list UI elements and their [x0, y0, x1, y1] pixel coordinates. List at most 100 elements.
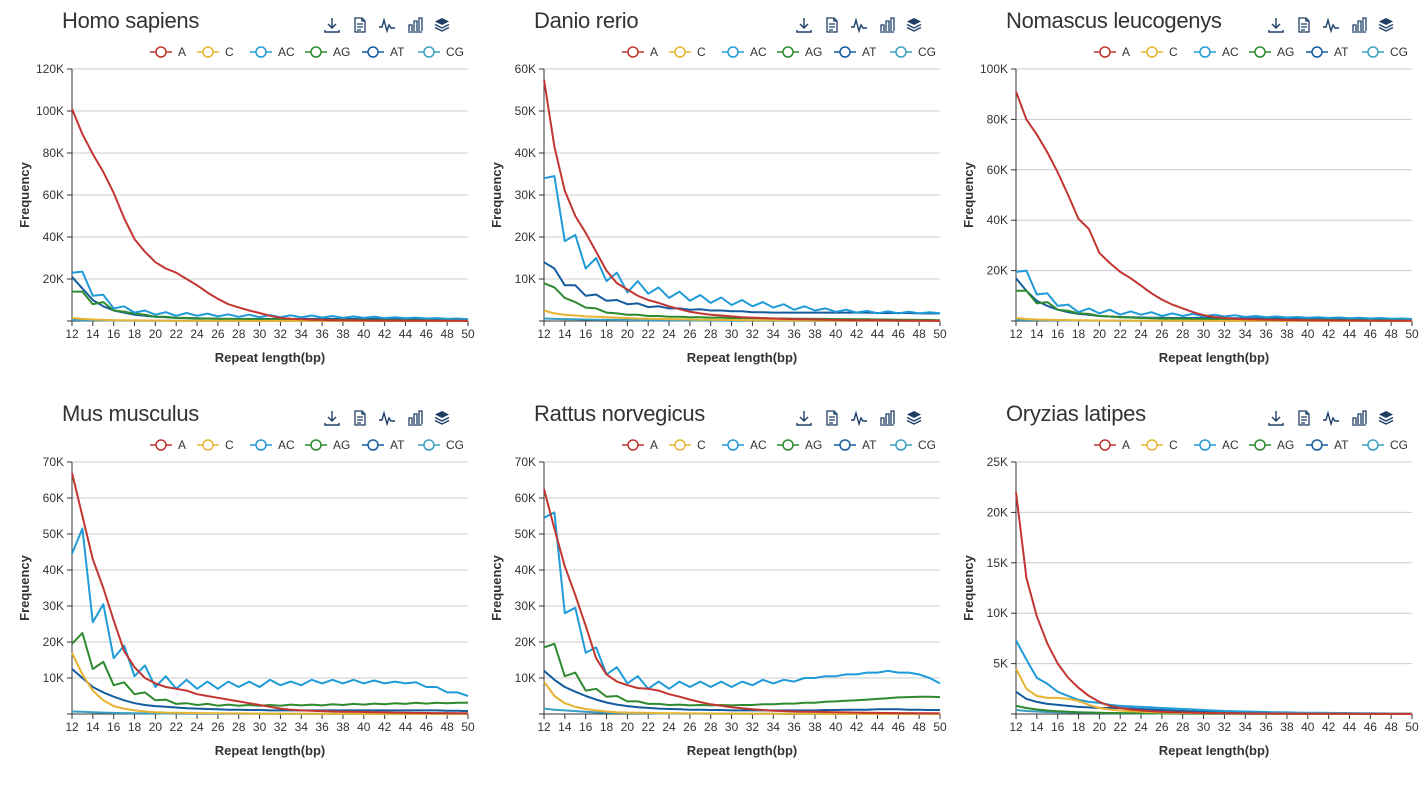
- x-tick-label: 32: [746, 327, 760, 341]
- legend-label: A: [1122, 45, 1130, 59]
- legend-item-ag[interactable]: AG: [777, 45, 822, 59]
- y-axis-title: Frequency: [489, 161, 504, 228]
- chart-panel: Nomascus leucogenys 20K 40K 60K 80K 100K 12 14 1…: [944, 0, 1416, 393]
- x-tick-label: 14: [86, 720, 100, 734]
- legend-item-ac[interactable]: AC: [250, 438, 295, 452]
- y-tick-label: 50K: [515, 104, 536, 118]
- x-tick-label: 38: [1280, 327, 1294, 341]
- legend-item-ag[interactable]: AG: [305, 45, 350, 59]
- x-tick-label: 24: [662, 720, 676, 734]
- x-tick-label: 18: [128, 720, 142, 734]
- y-tick-label: 70K: [43, 455, 64, 469]
- x-tick-label: 14: [558, 327, 572, 341]
- y-tick-label: 70K: [515, 455, 536, 469]
- x-axis-title: Repeat length(bp): [1159, 350, 1270, 365]
- legend-item-ac[interactable]: AC: [722, 438, 767, 452]
- x-tick-label: 46: [420, 327, 434, 341]
- legend-item-ag[interactable]: AG: [305, 438, 350, 452]
- y-tick-label: 25K: [987, 455, 1008, 469]
- series-line-ag[interactable]: [544, 644, 940, 706]
- legend-item-ac[interactable]: AC: [1194, 45, 1239, 59]
- legend-item-ag[interactable]: AG: [1249, 438, 1294, 452]
- series-line-ag[interactable]: [544, 283, 940, 320]
- series-line-a[interactable]: [72, 473, 468, 714]
- legend-label: A: [1122, 438, 1130, 452]
- series-line-a[interactable]: [1016, 92, 1412, 321]
- legend-item-ac[interactable]: AC: [250, 45, 295, 59]
- series-line-at[interactable]: [544, 262, 940, 313]
- y-tick-label: 50K: [515, 527, 536, 541]
- x-tick-label: 46: [1364, 720, 1378, 734]
- y-tick-label: 10K: [987, 606, 1008, 620]
- legend-marker: [1147, 440, 1157, 450]
- series-line-ac[interactable]: [1016, 640, 1412, 713]
- y-tick-label: 40K: [515, 146, 536, 160]
- series-line-a[interactable]: [72, 109, 468, 321]
- legend-item-c[interactable]: C: [1141, 438, 1178, 452]
- series-line-a[interactable]: [544, 80, 940, 321]
- legend-item-c[interactable]: C: [669, 438, 706, 452]
- y-tick-label: 100K: [980, 62, 1008, 76]
- legend-item-at[interactable]: AT: [834, 45, 877, 59]
- legend-item-a[interactable]: A: [1094, 438, 1130, 452]
- series-line-a[interactable]: [544, 489, 940, 713]
- legend-label: AG: [1277, 45, 1294, 59]
- y-axis-title: Frequency: [17, 554, 32, 621]
- legend-item-at[interactable]: AT: [1306, 438, 1349, 452]
- legend-label: AT: [1334, 45, 1349, 59]
- legend-item-cg[interactable]: CG: [418, 438, 464, 452]
- x-tick-label: 34: [295, 720, 309, 734]
- x-tick-label: 36: [1259, 720, 1273, 734]
- legend-item-a[interactable]: A: [1094, 45, 1130, 59]
- legend-item-cg[interactable]: CG: [1362, 438, 1408, 452]
- legend-item-c[interactable]: C: [197, 45, 234, 59]
- legend-item-cg[interactable]: CG: [890, 45, 936, 59]
- x-tick-label: 38: [1280, 720, 1294, 734]
- legend-item-c[interactable]: C: [197, 438, 234, 452]
- y-tick-label: 20K: [43, 272, 64, 286]
- legend-label: AT: [390, 438, 405, 452]
- x-tick-label: 48: [1384, 327, 1398, 341]
- legend-marker: [1100, 440, 1110, 450]
- legend-item-cg[interactable]: CG: [1362, 45, 1408, 59]
- legend-item-at[interactable]: AT: [1306, 45, 1349, 59]
- legend-item-ag[interactable]: AG: [777, 438, 822, 452]
- legend-label: CG: [918, 438, 936, 452]
- legend-label: A: [650, 45, 658, 59]
- legend-item-a[interactable]: A: [622, 45, 658, 59]
- legend-marker: [1200, 47, 1210, 57]
- legend-item-cg[interactable]: CG: [418, 45, 464, 59]
- x-tick-label: 48: [912, 327, 926, 341]
- series-line-ac[interactable]: [544, 512, 940, 688]
- legend-label: AG: [1277, 438, 1294, 452]
- legend-item-a[interactable]: A: [622, 438, 658, 452]
- x-tick-label: 32: [1218, 720, 1232, 734]
- x-tick-label: 40: [357, 327, 371, 341]
- legend-label: AC: [278, 45, 295, 59]
- legend-marker: [256, 440, 266, 450]
- legend-marker: [1368, 440, 1378, 450]
- legend-item-a[interactable]: A: [150, 438, 186, 452]
- legend-item-cg[interactable]: CG: [890, 438, 936, 452]
- legend-item-c[interactable]: C: [1141, 45, 1178, 59]
- y-tick-label: 20K: [987, 264, 1008, 278]
- legend-item-c[interactable]: C: [669, 45, 706, 59]
- legend-label: CG: [1390, 438, 1408, 452]
- legend-item-at[interactable]: AT: [362, 438, 405, 452]
- x-tick-label: 24: [190, 327, 204, 341]
- legend-item-ac[interactable]: AC: [722, 45, 767, 59]
- x-tick-label: 12: [1009, 327, 1023, 341]
- x-tick-label: 34: [1239, 720, 1253, 734]
- legend-item-ag[interactable]: AG: [1249, 45, 1294, 59]
- legend-item-at[interactable]: AT: [834, 438, 877, 452]
- legend-label: CG: [1390, 45, 1408, 59]
- legend-item-at[interactable]: AT: [362, 45, 405, 59]
- legend-item-a[interactable]: A: [150, 45, 186, 59]
- series-line-a[interactable]: [1016, 492, 1412, 714]
- series-line-ac[interactable]: [72, 529, 468, 696]
- chart-panel: Homo sapiens 20K 40K 60K 80K 100K 120K 12 14 16 18…: [0, 0, 472, 393]
- x-tick-label: 28: [1176, 720, 1190, 734]
- legend-item-ac[interactable]: AC: [1194, 438, 1239, 452]
- series-line-ac[interactable]: [544, 176, 940, 313]
